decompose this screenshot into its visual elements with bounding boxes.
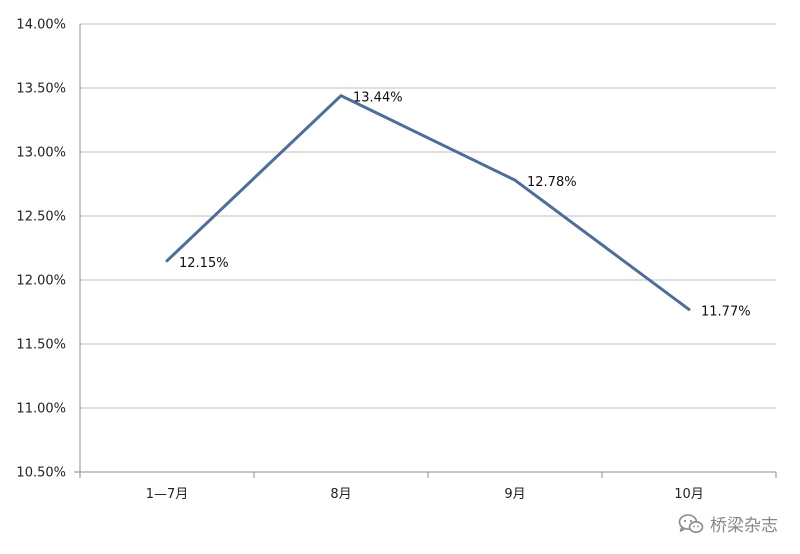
y-tick-label: 14.00%: [16, 18, 66, 33]
data-label: 13.44%: [353, 91, 403, 106]
data-label: 12.15%: [179, 256, 229, 271]
watermark-text: 桥梁杂志: [710, 516, 778, 536]
data-label: 11.77%: [701, 304, 751, 319]
x-tick-label: 10月: [674, 487, 704, 502]
x-tick-label: 1—7月: [146, 487, 189, 502]
y-tick-label: 11.00%: [16, 402, 66, 417]
x-tick-label: 9月: [504, 487, 525, 502]
x-tick-label: 8月: [330, 487, 351, 502]
wechat-icon: [678, 513, 704, 533]
y-tick-labels: 10.50% 11.00% 11.50% 12.00% 12.50% 13.00% 13.5…: [16, 18, 66, 481]
data-labels: 12.15% 13.44% 12.78% 11.77%: [179, 91, 751, 320]
y-tick-label: 13.50%: [16, 82, 66, 97]
grid-lines: [80, 23, 776, 409]
y-tick-label: 12.00%: [16, 274, 66, 289]
series: [165, 94, 691, 311]
data-label: 12.78%: [527, 175, 577, 190]
watermark: 桥梁杂志: [678, 511, 778, 536]
y-tick-label: 13.00%: [16, 146, 66, 161]
y-tick-label: 11.50%: [16, 338, 66, 353]
x-tick-labels: 1—7月 8月 9月 10月: [146, 487, 704, 502]
y-tick-label: 10.50%: [16, 466, 66, 481]
axes: [74, 24, 777, 478]
series-line: [165, 94, 691, 311]
y-tick-label: 12.50%: [16, 210, 66, 225]
